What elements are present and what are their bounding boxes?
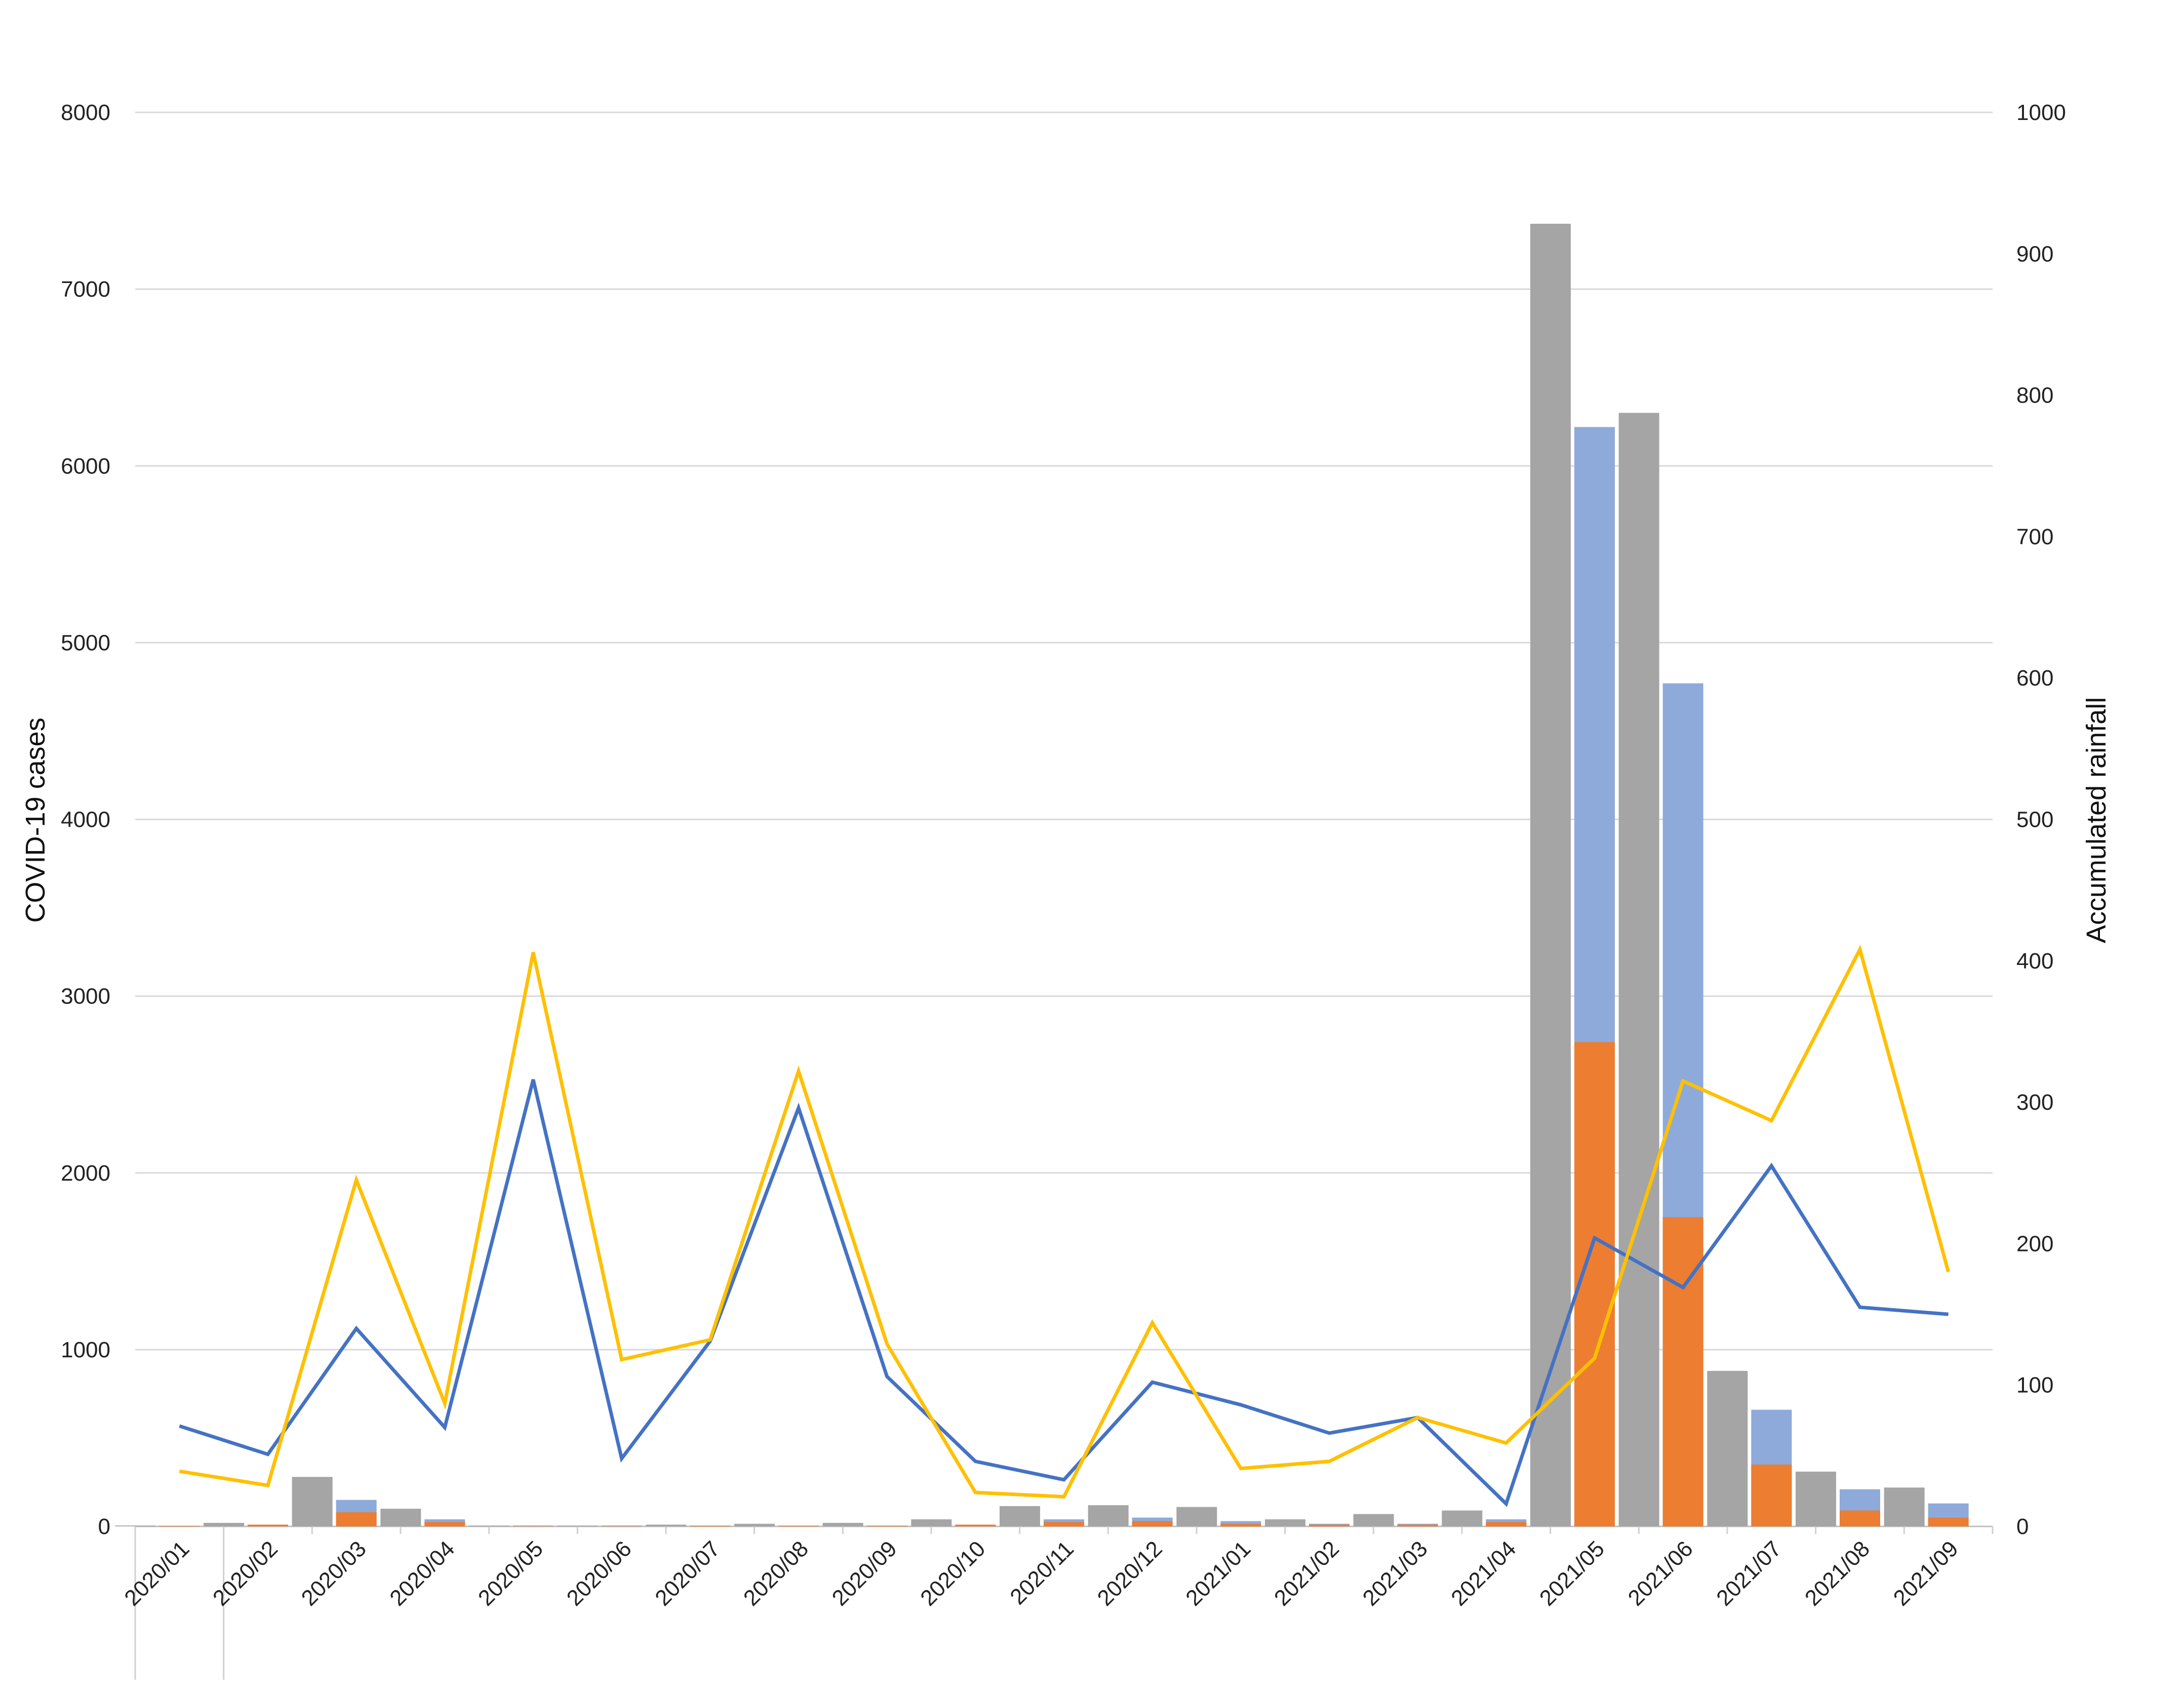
- x-tick-label: 2020/12: [1093, 1536, 1167, 1610]
- bar-grey: [204, 1523, 244, 1526]
- bar-orange: [336, 1512, 377, 1526]
- x-tick-label: 2021/01: [1181, 1536, 1255, 1610]
- y-tick-right: 0: [2016, 1514, 2029, 1539]
- x-tick-label: 2020/11: [1005, 1536, 1079, 1609]
- y-tick-right: 800: [2016, 383, 2053, 408]
- bar-grey: [1796, 1471, 1836, 1526]
- y-tick-right: 900: [2016, 241, 2053, 266]
- bar-grey: [911, 1519, 952, 1526]
- bar-grey: [557, 1525, 598, 1526]
- bars: [115, 223, 1969, 1527]
- bar-grey: [292, 1477, 333, 1526]
- bar-orange: [1309, 1524, 1349, 1526]
- y-tick-left: 6000: [61, 454, 110, 478]
- bar-orange: [1220, 1523, 1261, 1526]
- y-tick-right: 400: [2016, 949, 2053, 974]
- x-tick-label: 2020/02: [208, 1536, 283, 1610]
- y-tick-left: 2000: [61, 1161, 110, 1186]
- bar-grey: [469, 1525, 509, 1526]
- y-tick-left: 7000: [61, 277, 110, 302]
- bar-orange: [1751, 1464, 1792, 1526]
- bar-orange: [955, 1524, 996, 1526]
- y-tick-left: 3000: [61, 984, 110, 1009]
- bar-grey: [822, 1523, 863, 1526]
- bar-orange: [1574, 1042, 1615, 1526]
- bar-blue: [513, 1525, 553, 1526]
- y-tick-right: 1000: [2016, 100, 2066, 125]
- bar-grey: [1884, 1487, 1925, 1526]
- x-tick-label: 2020/08: [739, 1536, 813, 1610]
- category-dividers: [134, 1526, 1994, 1680]
- bar-grey: [1176, 1507, 1217, 1526]
- bar-orange: [248, 1524, 288, 1526]
- y-tick-right: 600: [2016, 666, 2053, 691]
- y-tick-right: 100: [2016, 1373, 2053, 1398]
- bar-grey: [1000, 1506, 1040, 1526]
- y-tick-left: 8000: [61, 100, 110, 125]
- bar-grey: [1707, 1370, 1748, 1526]
- x-tick-label: 2020/05: [473, 1536, 548, 1610]
- x-tick-label: 2020/06: [562, 1536, 637, 1610]
- x-tick-label: 2021/05: [1535, 1536, 1609, 1610]
- bar-grey: [1530, 223, 1571, 1527]
- y-tick-right: 300: [2016, 1090, 2053, 1115]
- bar-grey: [1088, 1505, 1129, 1526]
- bar-orange: [1840, 1510, 1880, 1526]
- bar-orange: [1486, 1522, 1527, 1526]
- bar-orange: [1928, 1517, 1969, 1526]
- lines: [179, 944, 1951, 1507]
- y-tick-left: 1000: [61, 1338, 110, 1362]
- bar-orange: [1132, 1521, 1173, 1526]
- bar-grey: [734, 1523, 775, 1526]
- bar-grey: [1265, 1519, 1305, 1526]
- bar-grey: [646, 1524, 687, 1526]
- bar-orange: [1397, 1524, 1438, 1526]
- y-tick-right: 700: [2016, 524, 2053, 549]
- line-blue: [179, 1079, 1949, 1507]
- x-tick-label: 2021/08: [1800, 1536, 1875, 1610]
- x-tick-label: 2021/03: [1358, 1536, 1433, 1610]
- left-axis-ticks: 0 1000 2000 3000 4000 5000 6000 7000 8000: [61, 100, 110, 1539]
- bar-grey: [380, 1509, 421, 1526]
- bar-orange: [424, 1522, 465, 1526]
- x-tick-label: 2020/07: [650, 1536, 725, 1610]
- y-axis-left-title: COVID-19 cases: [20, 717, 51, 922]
- y-tick-left: 5000: [61, 630, 110, 655]
- x-tick-label: 2020/04: [385, 1536, 459, 1610]
- x-tick-label: 2021/07: [1712, 1536, 1786, 1610]
- y-tick-right: 200: [2016, 1231, 2053, 1256]
- bar-grey: [115, 1525, 156, 1526]
- x-tick-label: 2021/09: [1889, 1536, 1963, 1610]
- bar-grey: [1618, 413, 1659, 1527]
- bar-orange: [1044, 1522, 1084, 1526]
- y-tick-left: 0: [98, 1514, 110, 1539]
- x-tick-label: 2020/09: [827, 1536, 902, 1610]
- x-tick-label: 2020/03: [297, 1536, 371, 1610]
- y-tick-right: 500: [2016, 808, 2053, 832]
- line-yellow: [179, 944, 1951, 1499]
- x-tick-label: 2021/02: [1269, 1536, 1344, 1610]
- y-axis-right-title: Accumulated rainfall: [2081, 697, 2112, 943]
- bar-blue: [601, 1525, 642, 1526]
- bar-orange: [1662, 1217, 1703, 1526]
- bar-grey: [1353, 1514, 1394, 1526]
- x-axis-labels: 2020/01 2020/02 2020/03 2020/04 2020/05 2020/…: [120, 1536, 1963, 1610]
- x-tick-label: 2021/06: [1623, 1536, 1698, 1610]
- x-tick-label: 2020/10: [916, 1536, 990, 1610]
- gridlines: [135, 111, 1993, 1527]
- x-tick-label: 2021/04: [1446, 1536, 1521, 1610]
- right-axis-ticks: 0 100 200 300 400 500 600 700 800 900 1000: [2016, 100, 2066, 1539]
- y-tick-left: 4000: [61, 808, 110, 832]
- bar-grey: [1442, 1510, 1483, 1526]
- x-tick-label: 2020/01: [120, 1536, 194, 1610]
